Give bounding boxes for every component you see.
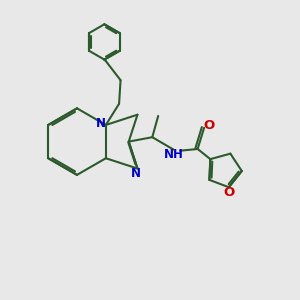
Text: NH: NH — [164, 148, 184, 161]
Text: N: N — [95, 117, 106, 130]
Text: N: N — [131, 167, 141, 180]
Text: O: O — [223, 186, 234, 199]
Text: O: O — [204, 119, 215, 132]
